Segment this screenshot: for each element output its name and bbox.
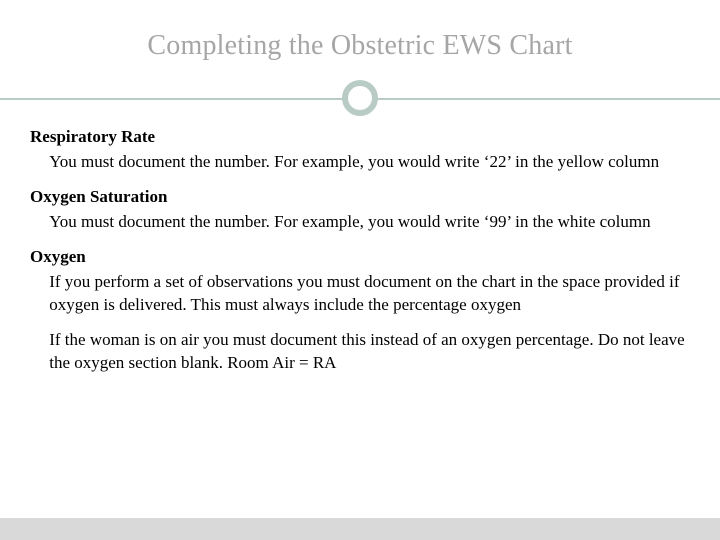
bullet-item:  If you perform a set of observations y… xyxy=(30,271,690,317)
section-heading: Oxygen Saturation xyxy=(30,186,690,209)
bullet-text: If the woman is on air you must document… xyxy=(49,329,690,375)
bullet-icon:  xyxy=(30,271,43,294)
bullet-icon:  xyxy=(30,211,43,234)
bullet-item:  You must document the number. For exam… xyxy=(30,151,690,174)
bullet-icon:  xyxy=(30,329,43,352)
bullet-text: You must document the number. For exampl… xyxy=(49,151,690,174)
section-heading: Respiratory Rate xyxy=(30,126,690,149)
section-heading: Oxygen xyxy=(30,246,690,269)
bullet-icon:  xyxy=(30,151,43,174)
footer-bar xyxy=(0,518,720,540)
slide-title: Completing the Obstetric EWS Chart xyxy=(0,0,720,80)
divider-ring-icon xyxy=(342,80,378,116)
slide: Completing the Obstetric EWS Chart Respi… xyxy=(0,0,720,540)
bullet-item:  You must document the number. For exam… xyxy=(30,211,690,234)
bullet-text: You must document the number. For exampl… xyxy=(49,211,690,234)
content-area: Respiratory Rate  You must document the… xyxy=(0,126,720,374)
title-divider xyxy=(0,80,720,116)
bullet-text: If you perform a set of observations you… xyxy=(49,271,690,317)
bullet-item:  If the woman is on air you must docume… xyxy=(30,329,690,375)
